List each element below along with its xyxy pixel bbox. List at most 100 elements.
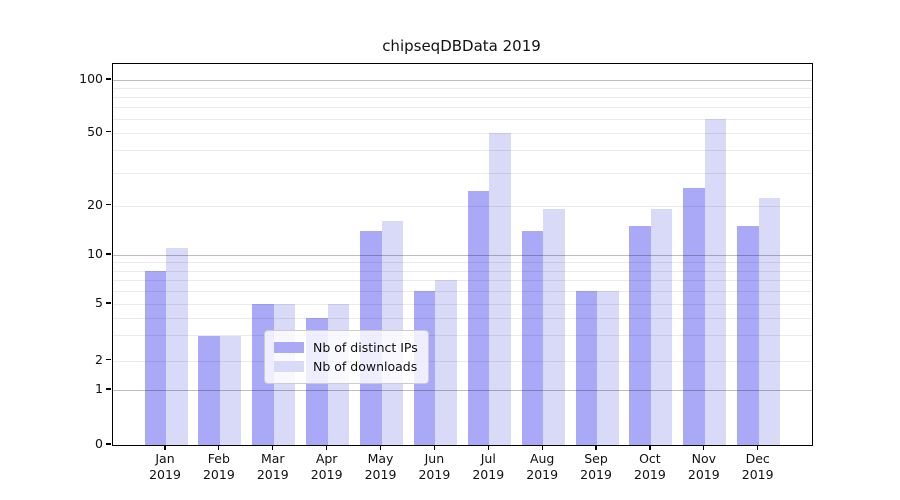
x-label-month: Mar bbox=[260, 451, 285, 466]
y-axis-tick bbox=[106, 443, 111, 445]
minor-gridline bbox=[113, 335, 812, 337]
minor-gridline bbox=[113, 304, 812, 305]
minor-gridline bbox=[113, 118, 812, 120]
x-axis-tick-label: Oct 2019 bbox=[615, 451, 685, 482]
minor-gridline bbox=[113, 132, 812, 134]
y-axis-tick bbox=[106, 388, 111, 390]
x-axis-tick-label: Dec 2019 bbox=[723, 451, 793, 482]
x-axis-tick bbox=[703, 445, 705, 451]
minor-gridline bbox=[113, 107, 812, 108]
bar-downloads bbox=[704, 118, 727, 445]
bar-downloads bbox=[758, 197, 781, 445]
major-gridline bbox=[113, 80, 812, 81]
x-axis-tick bbox=[595, 445, 597, 451]
y-axis-tick-label: 0 bbox=[95, 436, 103, 451]
y-axis-tick-label: 50 bbox=[87, 123, 103, 139]
x-axis-tick bbox=[487, 445, 489, 451]
y-axis-tick-label: 20 bbox=[87, 196, 103, 212]
y-axis-tick-label: 10 bbox=[87, 246, 103, 261]
x-label-year: 2019 bbox=[202, 466, 235, 482]
x-axis-tick bbox=[649, 445, 651, 451]
y-axis-tick bbox=[106, 203, 111, 206]
bar-downloads bbox=[489, 132, 511, 445]
x-axis-tick bbox=[272, 445, 274, 451]
x-axis-tick-label: Jul 2019 bbox=[453, 451, 523, 482]
x-axis-tick-label: Aug 2019 bbox=[507, 451, 577, 482]
x-axis-tick-label: Sep 2019 bbox=[561, 451, 631, 482]
x-axis-tick bbox=[379, 445, 382, 451]
chart-title: chipseqDBData 2019 bbox=[382, 37, 541, 55]
minor-gridline bbox=[113, 360, 812, 362]
y-axis-tick bbox=[106, 253, 111, 255]
y-axis-tick-label: 1 bbox=[95, 381, 103, 396]
x-axis-tick bbox=[218, 445, 220, 451]
x-label-year: 2019 bbox=[310, 466, 343, 482]
y-axis-tick-label: 5 bbox=[95, 295, 103, 310]
y-axis-tick bbox=[106, 78, 111, 80]
x-label-year: 2019 bbox=[687, 466, 720, 482]
legend-entry: Nb of distinct IPs bbox=[274, 338, 418, 357]
minor-gridline bbox=[113, 205, 812, 207]
legend-label: Nb of downloads bbox=[313, 359, 418, 374]
legend-label: Nb of distinct IPs bbox=[313, 340, 418, 355]
bar-distinct-ips bbox=[144, 270, 166, 445]
minor-gridline bbox=[113, 87, 812, 89]
x-axis-tick-label: Jun 2019 bbox=[399, 451, 469, 482]
x-label-month: Jul bbox=[480, 451, 496, 466]
minor-gridline bbox=[113, 262, 812, 264]
x-axis-tick bbox=[164, 445, 166, 451]
x-label-year: 2019 bbox=[580, 466, 612, 482]
x-label-month: Feb bbox=[207, 451, 230, 466]
x-label-month: Sep bbox=[584, 451, 608, 466]
minor-gridline bbox=[113, 291, 812, 293]
bar-distinct-ips bbox=[683, 187, 705, 445]
x-label-month: Apr bbox=[315, 451, 338, 466]
x-axis-tick-label: Feb 2019 bbox=[184, 451, 254, 482]
x-label-month: Aug bbox=[529, 451, 555, 466]
bar-downloads bbox=[435, 280, 457, 445]
legend-entry: Nb of downloads bbox=[274, 357, 418, 376]
x-axis-tick bbox=[433, 445, 435, 451]
x-label-year: 2019 bbox=[472, 466, 505, 482]
x-label-year: 2019 bbox=[634, 466, 666, 482]
legend: Nb of distinct IPs Nb of downloads bbox=[264, 330, 429, 384]
minor-gridline bbox=[113, 150, 812, 152]
bar-distinct-ips bbox=[467, 190, 490, 445]
bar-downloads bbox=[219, 335, 242, 445]
y-axis-tick bbox=[106, 130, 111, 133]
x-label-month: Jun bbox=[424, 451, 445, 466]
x-label-year: 2019 bbox=[741, 466, 774, 482]
x-axis-tick bbox=[541, 445, 543, 451]
bar-distinct-ips bbox=[198, 335, 220, 445]
minor-gridline bbox=[113, 317, 812, 319]
major-gridline bbox=[113, 255, 812, 256]
x-axis-tick-label: Nov 2019 bbox=[669, 451, 739, 482]
bar-downloads bbox=[597, 291, 619, 445]
x-axis-tick-label: Apr 2019 bbox=[292, 451, 362, 482]
x-axis-tick-label: Jan 2019 bbox=[130, 451, 200, 482]
minor-gridline bbox=[113, 280, 812, 282]
bar-downloads bbox=[543, 209, 565, 445]
x-label-month: Oct bbox=[639, 451, 661, 466]
x-label-month: Dec bbox=[745, 451, 770, 466]
x-axis-tick-label: Mar 2019 bbox=[238, 451, 308, 482]
x-axis-tick bbox=[326, 445, 328, 451]
x-label-month: May bbox=[367, 451, 394, 466]
x-label-year: 2019 bbox=[418, 466, 451, 482]
bar-distinct-ips bbox=[575, 291, 598, 445]
minor-gridline bbox=[113, 270, 812, 272]
y-axis-tick-label: 2 bbox=[95, 351, 103, 367]
y-axis-tick bbox=[106, 302, 111, 304]
x-axis-tick-label: May 2019 bbox=[346, 451, 416, 482]
y-axis-tick bbox=[106, 358, 111, 361]
plot-area bbox=[112, 63, 813, 446]
minor-gridline bbox=[113, 96, 812, 98]
x-label-year: 2019 bbox=[364, 466, 397, 482]
bar-downloads bbox=[650, 209, 673, 445]
x-label-year: 2019 bbox=[256, 466, 289, 482]
x-axis-tick bbox=[757, 445, 759, 451]
x-label-year: 2019 bbox=[526, 466, 559, 482]
x-label-month: Nov bbox=[691, 451, 716, 466]
bar-distinct-ips bbox=[629, 226, 651, 445]
